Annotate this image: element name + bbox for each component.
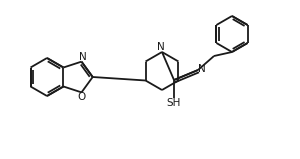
Text: O: O: [77, 92, 86, 102]
Text: N: N: [157, 42, 165, 52]
Text: N: N: [198, 64, 206, 74]
Text: SH: SH: [167, 98, 181, 108]
Text: N: N: [79, 52, 86, 62]
